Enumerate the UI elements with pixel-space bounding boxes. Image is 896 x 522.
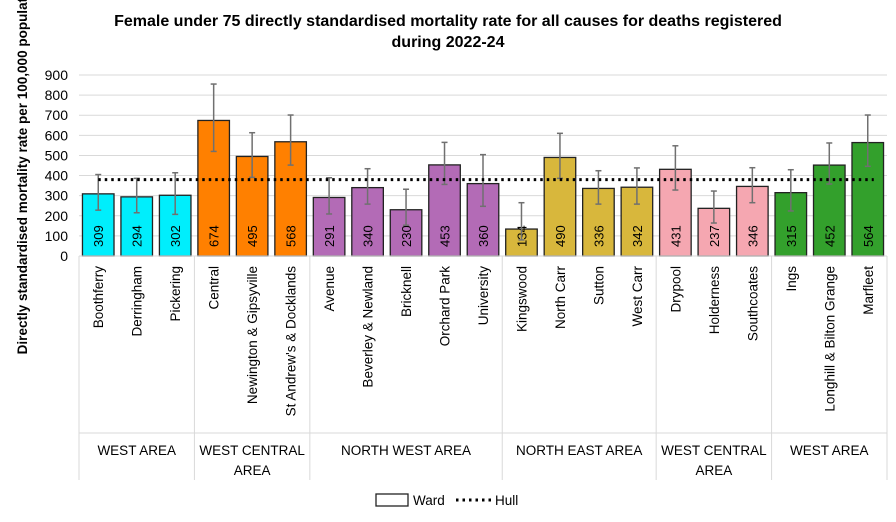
data-label: 342 xyxy=(630,225,645,247)
legend-hull-label: Hull xyxy=(495,493,518,508)
group-label: NORTH WEST AREA xyxy=(341,443,471,458)
category-label: Southcoates xyxy=(745,266,760,341)
category-label: Longhill & Bilton Grange xyxy=(822,266,837,412)
data-label: 340 xyxy=(361,225,376,247)
y-tick-label: 700 xyxy=(45,107,69,123)
data-label: 315 xyxy=(784,225,799,247)
data-label: 495 xyxy=(245,225,260,247)
data-label: 346 xyxy=(745,225,760,247)
group-label: NORTH EAST AREA xyxy=(516,443,642,458)
y-tick-label: 200 xyxy=(45,208,69,224)
data-label: 291 xyxy=(322,225,337,247)
chart-title: during 2022-24 xyxy=(392,34,505,51)
category-label: Bricknell xyxy=(399,266,414,317)
category-label: Beverley & Newland xyxy=(361,266,376,388)
data-label: 237 xyxy=(707,225,722,247)
y-tick-label: 400 xyxy=(45,168,69,184)
data-label: 568 xyxy=(284,225,299,247)
data-label: 453 xyxy=(438,225,453,247)
data-label: 431 xyxy=(668,225,683,247)
legend-ward-label: Ward xyxy=(413,493,445,508)
y-tick-label: 600 xyxy=(45,127,69,143)
y-tick-label: 500 xyxy=(45,147,69,163)
data-label: 230 xyxy=(399,225,414,247)
y-tick-label: 0 xyxy=(60,248,68,264)
y-tick-label: 300 xyxy=(45,188,69,204)
category-label: Newington & Gipsyville xyxy=(245,266,260,404)
group-label: WEST AREA xyxy=(97,443,176,458)
data-label: 294 xyxy=(130,225,145,247)
category-label: West Carr xyxy=(630,266,645,327)
category-label: University xyxy=(476,266,491,326)
group-label: WEST CENTRAL xyxy=(199,443,305,458)
data-label: 490 xyxy=(553,225,568,247)
category-label: Orchard Park xyxy=(438,266,453,347)
category-label: Pickering xyxy=(168,266,183,322)
category-label: Boothferry xyxy=(91,266,106,329)
category-label: North Carr xyxy=(553,266,568,330)
data-label: 564 xyxy=(861,225,876,247)
group-label: AREA xyxy=(695,463,732,478)
data-label: 452 xyxy=(822,225,837,247)
data-label: 302 xyxy=(168,225,183,247)
legend-ward-swatch xyxy=(375,493,409,507)
category-label: Ings xyxy=(784,266,799,292)
group-label: WEST AREA xyxy=(790,443,869,458)
group-label: AREA xyxy=(234,463,271,478)
category-label: Holderness xyxy=(707,266,722,335)
category-label: Avenue xyxy=(322,266,337,312)
data-label: 674 xyxy=(207,225,222,247)
category-label: Central xyxy=(207,266,222,310)
category-label: Drypool xyxy=(668,266,683,313)
category-label: Sutton xyxy=(591,266,606,305)
data-label: 360 xyxy=(476,225,491,247)
category-label: Kingswood xyxy=(514,266,529,332)
y-axis-label: Directly standardised mortality rate per… xyxy=(15,0,30,354)
group-label: WEST CENTRAL xyxy=(661,443,767,458)
category-label: St Andrew's & Docklands xyxy=(284,266,299,417)
y-tick-label: 900 xyxy=(45,67,69,83)
data-label: 336 xyxy=(591,225,606,247)
category-label: Derringham xyxy=(130,266,145,337)
data-label: 309 xyxy=(91,225,106,247)
y-tick-label: 800 xyxy=(45,87,69,103)
chart-title: Female under 75 directly standardised mo… xyxy=(114,13,782,30)
y-tick-label: 100 xyxy=(45,228,69,244)
category-label: Marfleet xyxy=(861,266,876,315)
